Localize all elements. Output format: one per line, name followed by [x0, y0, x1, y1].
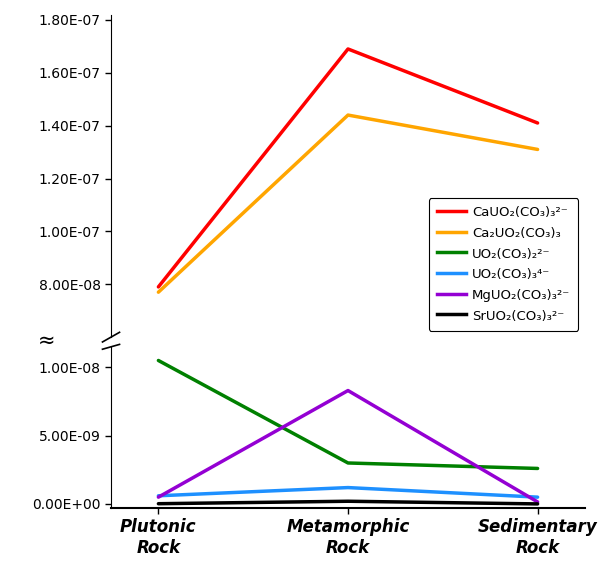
Line: CaUO₂(CO₃)₃²⁻: CaUO₂(CO₃)₃²⁻	[158, 49, 538, 287]
MgUO₂(CO₃)₃²⁻	[344, 387, 352, 394]
MgUO₂(CO₃)₃²⁻	[534, 498, 541, 505]
Ca₂UO₂(CO₃)₃	[344, 112, 352, 119]
UO₂(CO₃)₃⁴⁻	[534, 493, 541, 500]
CaUO₂(CO₃)₃²⁻	[344, 46, 352, 53]
Legend: CaUO₂(CO₃)₃²⁻, Ca₂UO₂(CO₃)₃, UO₂(CO₃)₂²⁻, UO₂(CO₃)₃⁴⁻, MgUO₂(CO₃)₃²⁻, SrUO₂(CO₃): CaUO₂(CO₃)₃²⁻, Ca₂UO₂(CO₃)₃, UO₂(CO₃)₂²⁻…	[428, 198, 578, 331]
CaUO₂(CO₃)₃²⁻	[155, 283, 162, 290]
MgUO₂(CO₃)₃²⁻	[155, 493, 162, 500]
UO₂(CO₃)₂²⁻	[155, 357, 162, 364]
CaUO₂(CO₃)₃²⁻	[534, 120, 541, 127]
Text: ≈: ≈	[38, 331, 56, 350]
Line: Ca₂UO₂(CO₃)₃: Ca₂UO₂(CO₃)₃	[158, 115, 538, 292]
Line: MgUO₂(CO₃)₃²⁻: MgUO₂(CO₃)₃²⁻	[158, 391, 538, 502]
UO₂(CO₃)₃⁴⁻	[155, 492, 162, 499]
SrUO₂(CO₃)₃²⁻	[344, 498, 352, 505]
Line: SrUO₂(CO₃)₃²⁻: SrUO₂(CO₃)₃²⁻	[158, 501, 538, 504]
Ca₂UO₂(CO₃)₃	[155, 288, 162, 296]
UO₂(CO₃)₂²⁻	[344, 460, 352, 467]
SrUO₂(CO₃)₃²⁻	[155, 500, 162, 507]
Line: UO₂(CO₃)₃⁴⁻: UO₂(CO₃)₃⁴⁻	[158, 488, 538, 497]
UO₂(CO₃)₃⁴⁻	[344, 484, 352, 491]
Line: UO₂(CO₃)₂²⁻: UO₂(CO₃)₂²⁻	[158, 360, 538, 468]
Ca₂UO₂(CO₃)₃	[534, 146, 541, 153]
UO₂(CO₃)₂²⁻	[534, 465, 541, 472]
SrUO₂(CO₃)₃²⁻	[534, 500, 541, 507]
